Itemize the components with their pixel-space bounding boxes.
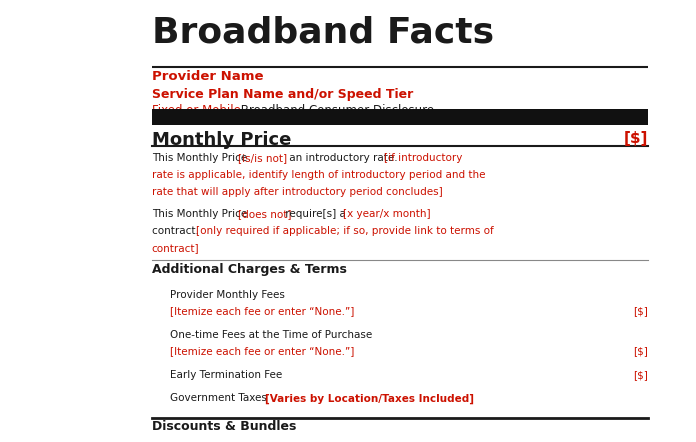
Text: Provider Name: Provider Name: [152, 70, 263, 84]
Text: [$]: [$]: [633, 346, 649, 356]
Text: [if introductory: [if introductory: [383, 153, 462, 163]
Text: Service Plan Name and/or Speed Tier: Service Plan Name and/or Speed Tier: [152, 88, 413, 101]
Text: [$]: [$]: [633, 306, 649, 316]
Text: Provider Monthly Fees: Provider Monthly Fees: [171, 290, 285, 300]
Text: This Monthly Price: This Monthly Price: [152, 209, 250, 219]
Text: rate that will apply after introductory period concludes]: rate that will apply after introductory …: [152, 187, 443, 197]
Text: Monthly Price: Monthly Price: [152, 131, 291, 149]
Text: require[s] a: require[s] a: [283, 209, 349, 219]
Text: contract.: contract.: [152, 226, 202, 236]
Text: contract]: contract]: [152, 243, 199, 253]
Text: [is/is not]: [is/is not]: [238, 153, 287, 163]
Text: Government Taxes: Government Taxes: [171, 393, 267, 403]
Text: [x year/x month]: [x year/x month]: [342, 209, 430, 219]
Text: rate is applicable, identify length of introductory period and the: rate is applicable, identify length of i…: [152, 170, 485, 180]
Text: Broadband Consumer Disclosure: Broadband Consumer Disclosure: [237, 104, 434, 117]
Text: Early Termination Fee: Early Termination Fee: [171, 370, 283, 380]
Text: [only required if applicable; if so, provide link to terms of: [only required if applicable; if so, pro…: [196, 226, 494, 236]
Text: [Itemize each fee or enter “None.”]: [Itemize each fee or enter “None.”]: [171, 306, 355, 316]
Bar: [152, 109, 649, 125]
Text: Broadband Facts: Broadband Facts: [152, 16, 493, 50]
Text: [$]: [$]: [624, 131, 649, 146]
Text: Fixed or Mobile: Fixed or Mobile: [152, 104, 241, 117]
Text: [Itemize each fee or enter “None.”]: [Itemize each fee or enter “None.”]: [171, 346, 355, 356]
Text: Discounts & Bundles: Discounts & Bundles: [152, 420, 296, 433]
Text: an introductory rate.: an introductory rate.: [285, 153, 400, 163]
Text: This Monthly Price: This Monthly Price: [152, 153, 250, 163]
Text: Additional Charges & Terms: Additional Charges & Terms: [152, 263, 347, 276]
Text: [Varies by Location/Taxes Included]: [Varies by Location/Taxes Included]: [265, 393, 474, 404]
Text: [$]: [$]: [633, 370, 649, 380]
Text: One-time Fees at the Time of Purchase: One-time Fees at the Time of Purchase: [171, 330, 373, 339]
Text: [does not]: [does not]: [238, 209, 292, 219]
